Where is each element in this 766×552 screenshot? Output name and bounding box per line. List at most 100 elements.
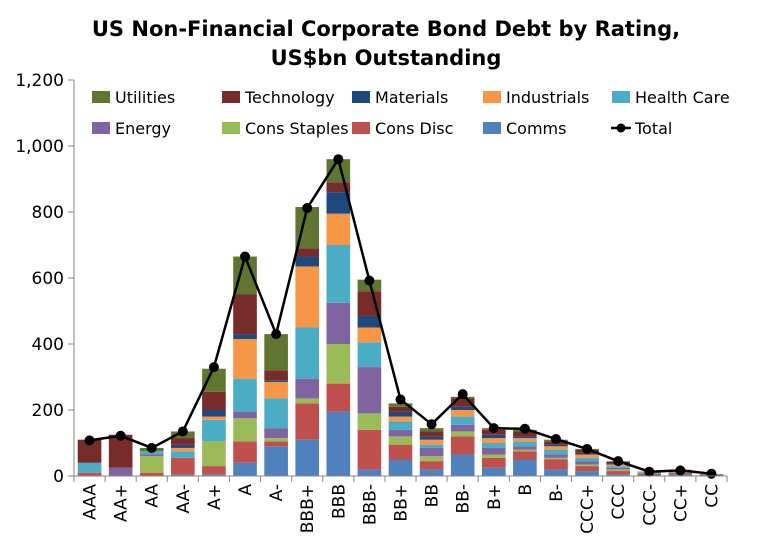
x-tick-label: AA+ [112,484,132,522]
bar-segment [295,378,320,399]
y-tick-label: 800 [32,203,64,223]
bar-segment [450,406,475,410]
bar-stack-B [513,429,537,476]
bar-segment [357,291,382,316]
bar-stack-AA- [171,431,195,476]
bar-segment [481,454,506,458]
bar-segment [575,454,599,458]
bar-segment [264,398,288,429]
legend-swatch [92,122,110,134]
bar-segment [481,438,506,443]
bar-segment [388,403,413,407]
bar-stack-BBB [326,159,351,476]
legend-item: Comms [483,119,566,138]
legend-item: Health Care [612,88,730,107]
bar-segment [357,429,382,470]
bar-segment [513,436,537,439]
bar-segment [233,339,257,379]
legend-swatch [483,91,501,103]
total-point [550,434,561,445]
bar-segment [326,192,351,214]
bar-segment [202,474,226,476]
bar-segment [450,398,475,407]
bar-segment [108,434,133,468]
legend-label: Utilities [115,88,175,107]
bar-segment [264,370,288,381]
legend-swatch [222,91,240,103]
total-point [333,154,344,165]
bar-segment [357,327,382,343]
bar-segment [450,416,475,425]
bar-segment [326,344,351,384]
bar-segment [139,456,164,473]
total-point [488,423,499,434]
bar-stack-B+ [481,428,506,476]
bar-segment [513,431,537,437]
bar-stack-BBB+ [295,207,320,476]
bar-segment [357,342,382,368]
bar-segment [419,436,444,440]
legend-item: Cons Disc [352,119,453,138]
bar-segment [513,451,537,460]
bar-segment [481,447,506,455]
bar-segment [419,469,444,476]
bar-segment [326,182,351,193]
bar-segment [295,248,320,257]
bar-segment [450,454,475,476]
x-tick-label: CCC- [640,484,660,526]
bars [77,159,724,476]
bar-segment [139,454,164,457]
bar-segment [606,469,630,472]
x-tick-label: BB+ [392,484,412,522]
bar-segment [419,431,444,437]
legend-swatch [352,122,370,134]
bar-segment [388,444,413,460]
bar-segment [108,467,133,476]
bar-segment [481,434,506,439]
x-tick-label: BBB- [360,484,380,525]
x-tick-label: A [236,484,256,496]
bar-segment [606,466,630,468]
bar-segment [419,447,444,457]
bar-segment [513,441,537,447]
bar-segment [388,406,413,412]
x-tick-label: CC+ [671,484,691,522]
x-tick-label: AA [143,484,163,508]
bar-segment [419,456,444,462]
bar-segment [419,428,444,432]
bar-segment [77,472,102,476]
bar-segment [171,457,195,475]
y-tick-label: 0 [53,467,64,487]
bar-stack-B- [544,439,568,476]
total-point [457,389,468,400]
total-line [84,154,717,479]
bar-segment [357,315,382,328]
bar-segment [171,474,195,476]
bar-segment [544,457,568,460]
bar-segment [575,466,599,472]
x-tick-label: BB [423,484,443,507]
total-point [706,468,717,479]
bar-segment [295,403,320,440]
x-tick-label: B+ [485,484,505,510]
legend-swatch [222,122,240,134]
bar-segment [575,457,599,462]
total-point [115,430,126,441]
bar-segment [388,436,413,445]
bar-stack-BB [419,428,444,476]
legend-swatch [352,91,370,103]
bar-segment [295,398,320,404]
bar-segment [481,457,506,468]
bar-segment [139,472,164,476]
total-point [302,203,313,214]
x-tick-label: CCC+ [578,484,598,534]
legend-item: Technology [222,88,335,107]
bar-segment [202,466,226,475]
bar-segment [202,391,226,410]
bar-segment [326,159,351,183]
bar-segment [357,469,382,476]
bar-stack-A+ [202,368,226,476]
bar-segment [202,368,226,392]
legend-label: Materials [375,88,448,107]
bar-segment [295,266,320,328]
